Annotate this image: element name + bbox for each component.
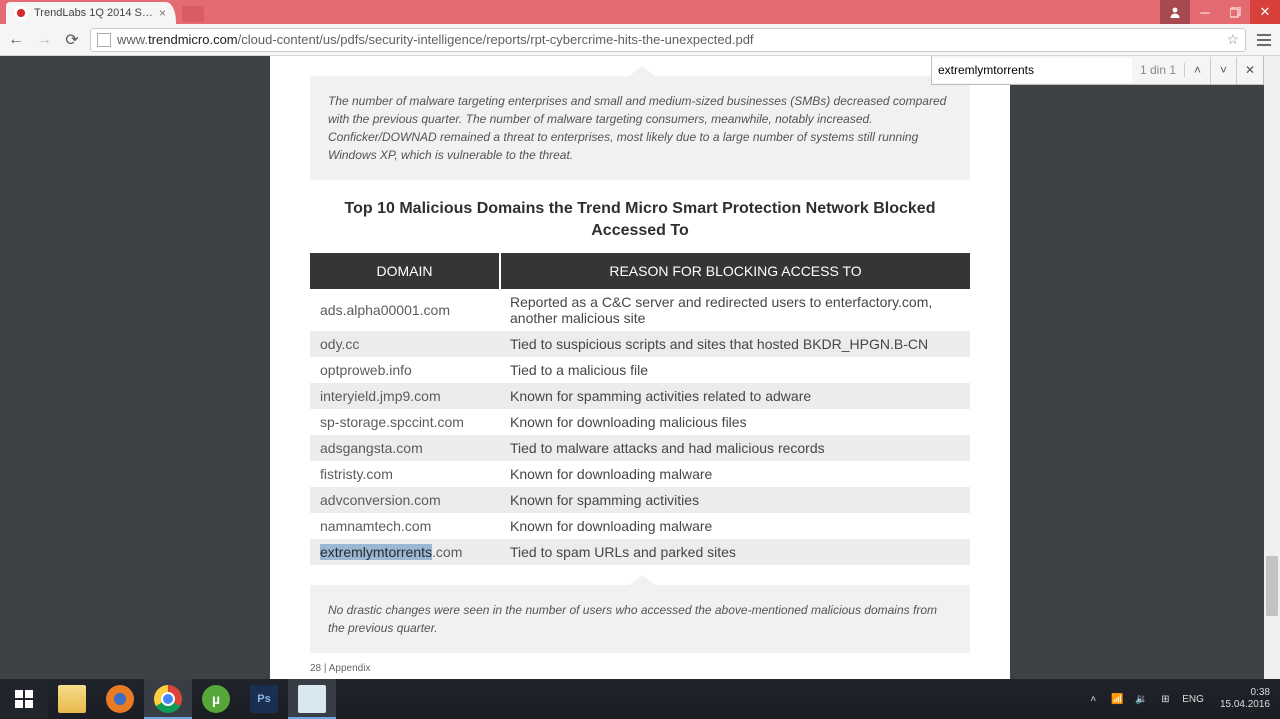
chrome-icon	[154, 685, 182, 713]
chrome-menu-button[interactable]	[1254, 34, 1274, 46]
language-indicator[interactable]: ENG	[1182, 694, 1204, 705]
taskbar-explorer[interactable]	[48, 679, 96, 719]
pdf-viewport: The number of malware targeting enterpri…	[0, 56, 1280, 679]
table-cell: Tied to spam URLs and parked sites	[500, 539, 970, 565]
table-cell-rest: .com	[432, 544, 462, 560]
url-prefix: www.	[117, 32, 148, 47]
table-cell: Known for downloading malware	[500, 461, 970, 487]
windows-icon	[15, 690, 33, 708]
table-cell: Tied to a malicious file	[500, 357, 970, 383]
search-highlight: extremlymtorrents	[320, 544, 432, 560]
find-input[interactable]	[932, 58, 1132, 83]
tray-windows-icon[interactable]: ⊞	[1158, 692, 1172, 706]
find-prev-button[interactable]: ˄	[1185, 57, 1211, 84]
chrome-user-button[interactable]	[1160, 0, 1190, 24]
table-cell: ody.cc	[310, 331, 500, 357]
callout-top: The number of malware targeting enterpri…	[310, 76, 970, 180]
reload-button[interactable]: ⟳	[62, 30, 82, 50]
folder-icon	[58, 685, 86, 713]
restore-icon	[1230, 7, 1241, 18]
table-cell: sp-storage.spccint.com	[310, 409, 500, 435]
table-cell: Reported as a C&C server and redirected …	[500, 289, 970, 331]
table-cell: ads.alpha00001.com	[310, 289, 500, 331]
window-close-button[interactable]: ✕	[1250, 0, 1280, 24]
window-titlebar: TrendLabs 1Q 2014 Secur × ─ ✕	[0, 0, 1280, 24]
url-path: /cloud-content/us/pdfs/security-intellig…	[238, 32, 754, 47]
browser-toolbar: ← → ⟳ www.trendmicro.com/cloud-content/u…	[0, 24, 1280, 56]
forward-button[interactable]: →	[34, 30, 54, 50]
taskbar-app[interactable]	[288, 679, 336, 719]
col-domain: DOMAIN	[310, 253, 500, 289]
callout-bottom: No drastic changes were seen in the numb…	[310, 585, 970, 653]
url-text: www.trendmicro.com/cloud-content/us/pdfs…	[117, 32, 1226, 47]
tray-clock[interactable]: 0:38 15.04.2016	[1214, 687, 1276, 711]
table-cell: extremlymtorrents.com	[310, 539, 500, 565]
table-cell: fistristy.com	[310, 461, 500, 487]
table-cell: optproweb.info	[310, 357, 500, 383]
app-icon	[298, 685, 326, 713]
wifi-icon[interactable]: 📶	[1110, 692, 1124, 706]
new-tab-button[interactable]	[182, 6, 204, 22]
user-icon	[1169, 6, 1181, 18]
url-host: trendmicro.com	[148, 32, 238, 47]
table-cell: interyield.jmp9.com	[310, 383, 500, 409]
table-cell: namnamtech.com	[310, 513, 500, 539]
page-footer: 28 | Appendix	[310, 663, 970, 674]
system-tray: ˄ 📶 🔉 ⊞ ENG 0:38 15.04.2016	[1086, 687, 1280, 711]
tab-close-icon[interactable]: ×	[159, 6, 166, 20]
browser-tab[interactable]: TrendLabs 1Q 2014 Secur ×	[6, 2, 176, 24]
table-cell: Tied to malware attacks and had maliciou…	[500, 435, 970, 461]
windows-taskbar: µ Ps ˄ 📶 🔉 ⊞ ENG 0:38 15.04.2016	[0, 679, 1280, 719]
window-maximize-button[interactable]	[1220, 0, 1250, 24]
taskbar-utorrent[interactable]: µ	[192, 679, 240, 719]
table-cell: Known for downloading malicious files	[500, 409, 970, 435]
window-controls: ─ ✕	[1160, 0, 1280, 24]
taskbar-photoshop[interactable]: Ps	[240, 679, 288, 719]
table-cell: adsgangsta.com	[310, 435, 500, 461]
tray-date: 15.04.2016	[1220, 699, 1270, 711]
find-close-button[interactable]: ✕	[1237, 57, 1263, 84]
table-cell: Known for spamming activities	[500, 487, 970, 513]
volume-icon[interactable]: 🔉	[1134, 692, 1148, 706]
firefox-icon	[106, 685, 134, 713]
table-cell: advconversion.com	[310, 487, 500, 513]
table-cell: Known for spamming activities related to…	[500, 383, 970, 409]
tab-favicon	[14, 6, 28, 20]
table-heading: Top 10 Malicious Domains the Trend Micro…	[310, 198, 970, 243]
tray-chevron-icon[interactable]: ˄	[1086, 692, 1100, 706]
back-button[interactable]: ←	[6, 30, 26, 50]
page-icon	[97, 33, 111, 47]
domains-table: DOMAIN REASON FOR BLOCKING ACCESS TO ads…	[310, 253, 970, 565]
pdf-page: The number of malware targeting enterpri…	[270, 56, 1010, 679]
tab-title: TrendLabs 1Q 2014 Secur	[34, 7, 153, 19]
utorrent-icon: µ	[202, 685, 230, 713]
tab-strip: TrendLabs 1Q 2014 Secur ×	[0, 0, 1160, 24]
scrollbar-thumb[interactable]	[1266, 556, 1278, 616]
find-count: 1 din 1	[1132, 63, 1185, 77]
table-cell: Known for downloading malware	[500, 513, 970, 539]
find-next-button[interactable]: ˅	[1211, 57, 1237, 84]
taskbar-chrome[interactable]	[144, 679, 192, 719]
taskbar-firefox[interactable]	[96, 679, 144, 719]
start-button[interactable]	[0, 679, 48, 719]
pdf-scrollbar[interactable]	[1264, 56, 1280, 679]
window-minimize-button[interactable]: ─	[1190, 0, 1220, 24]
col-reason: REASON FOR BLOCKING ACCESS TO	[500, 253, 970, 289]
bookmark-star-icon[interactable]: ☆	[1226, 31, 1239, 48]
find-bar: 1 din 1 ˄ ˅ ✕	[931, 56, 1264, 85]
photoshop-icon: Ps	[250, 685, 278, 713]
address-bar[interactable]: www.trendmicro.com/cloud-content/us/pdfs…	[90, 28, 1246, 52]
table-cell: Tied to suspicious scripts and sites tha…	[500, 331, 970, 357]
tray-time: 0:38	[1220, 687, 1270, 699]
